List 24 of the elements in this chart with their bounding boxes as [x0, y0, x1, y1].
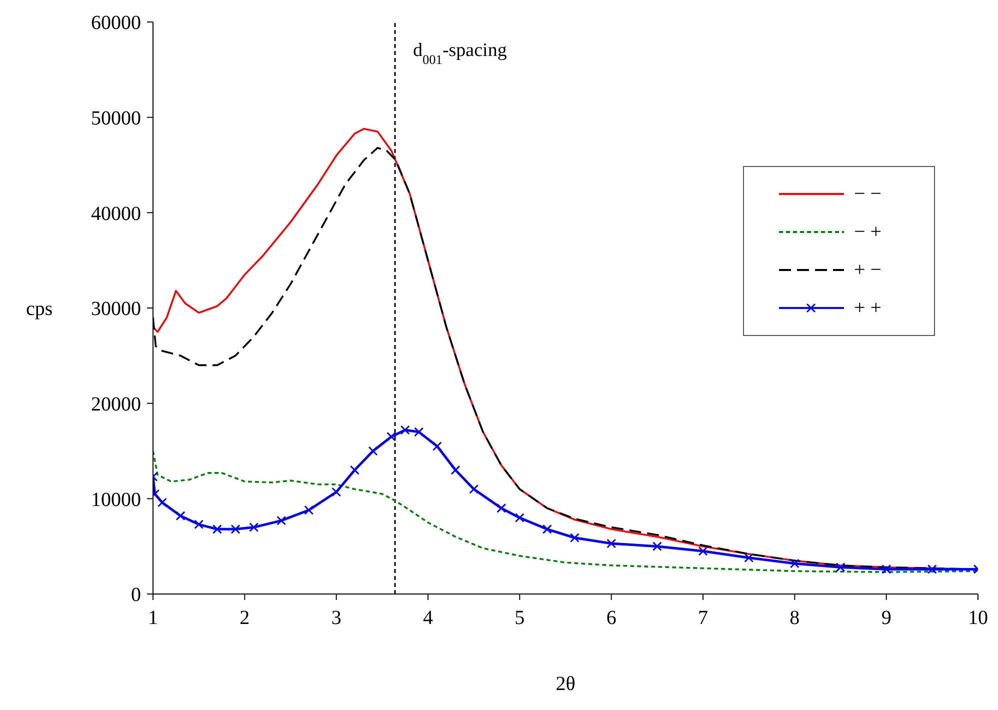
x-tick-label: 1 — [148, 607, 158, 630]
y-axis-title: cps — [26, 298, 53, 320]
x-tick-label: 4 — [423, 607, 433, 630]
y-tick-label: 0 — [131, 584, 141, 606]
x-tick-label: 8 — [790, 607, 800, 630]
y-tick-label: 20000 — [91, 393, 141, 416]
legend-label: + − — [854, 258, 882, 282]
x-tick-label: 6 — [606, 607, 616, 630]
legend-label: + + — [854, 296, 882, 320]
x-tick-label: 3 — [331, 607, 342, 630]
y-tick-label: 50000 — [91, 107, 141, 130]
y-tick-label: 10000 — [91, 488, 141, 511]
x-tick-label: 7 — [698, 607, 708, 630]
y-tick-label: 30000 — [91, 298, 141, 320]
x-tick-label: 9 — [881, 607, 892, 630]
y-tick-label: 40000 — [91, 202, 141, 225]
ref-line-label: d$_{001}$-spacing — [413, 40, 508, 66]
x-axis-title: 2θ — [556, 673, 576, 695]
x-tick-label: 5 — [514, 607, 525, 630]
x-tick-label: 2 — [240, 607, 250, 630]
y-tick-label: 60000 — [91, 12, 141, 34]
legend-label: − + — [854, 220, 882, 244]
x-tick-label: 10 — [968, 607, 988, 630]
legend-label: − − — [854, 182, 882, 206]
